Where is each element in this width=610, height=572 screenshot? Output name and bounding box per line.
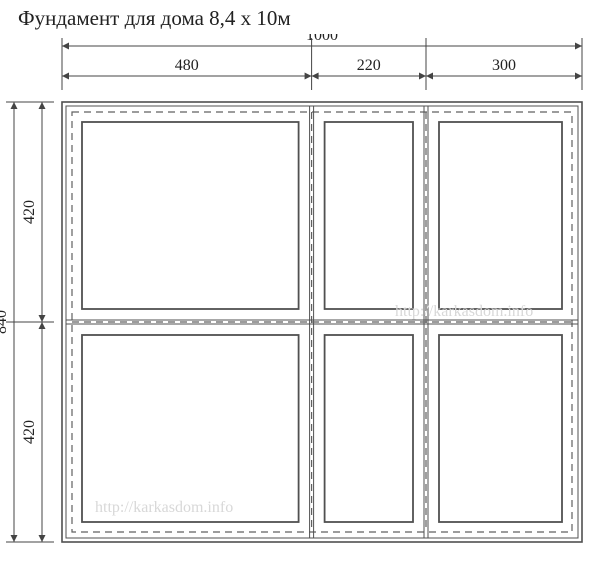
foundation-cell: [82, 122, 299, 309]
dim-label: 840: [0, 310, 10, 334]
dim-label: 420: [21, 200, 38, 224]
dim-label: 300: [492, 57, 516, 74]
dim-label: 220: [357, 57, 381, 74]
foundation-cell: [439, 335, 562, 522]
diagram-title: Фундамент для дома 8,4 х 10м: [18, 6, 291, 31]
watermark: http://karkasdom.info: [395, 303, 533, 320]
foundation-cell: [82, 335, 299, 522]
foundation-cell: [325, 122, 413, 309]
outer-wall-inner-edge: [66, 106, 578, 538]
dim-label: 480: [175, 57, 199, 74]
foundation-cell: [325, 335, 413, 522]
foundation-plan-svg: 1000 480 220 300 840 420 420 http://karkasdom.i…: [0, 34, 610, 572]
watermark: http://karkasdom.info: [95, 499, 233, 516]
foundation-cell: [439, 122, 562, 309]
dim-label: 1000: [306, 34, 338, 44]
dim-label: 420: [21, 420, 38, 444]
